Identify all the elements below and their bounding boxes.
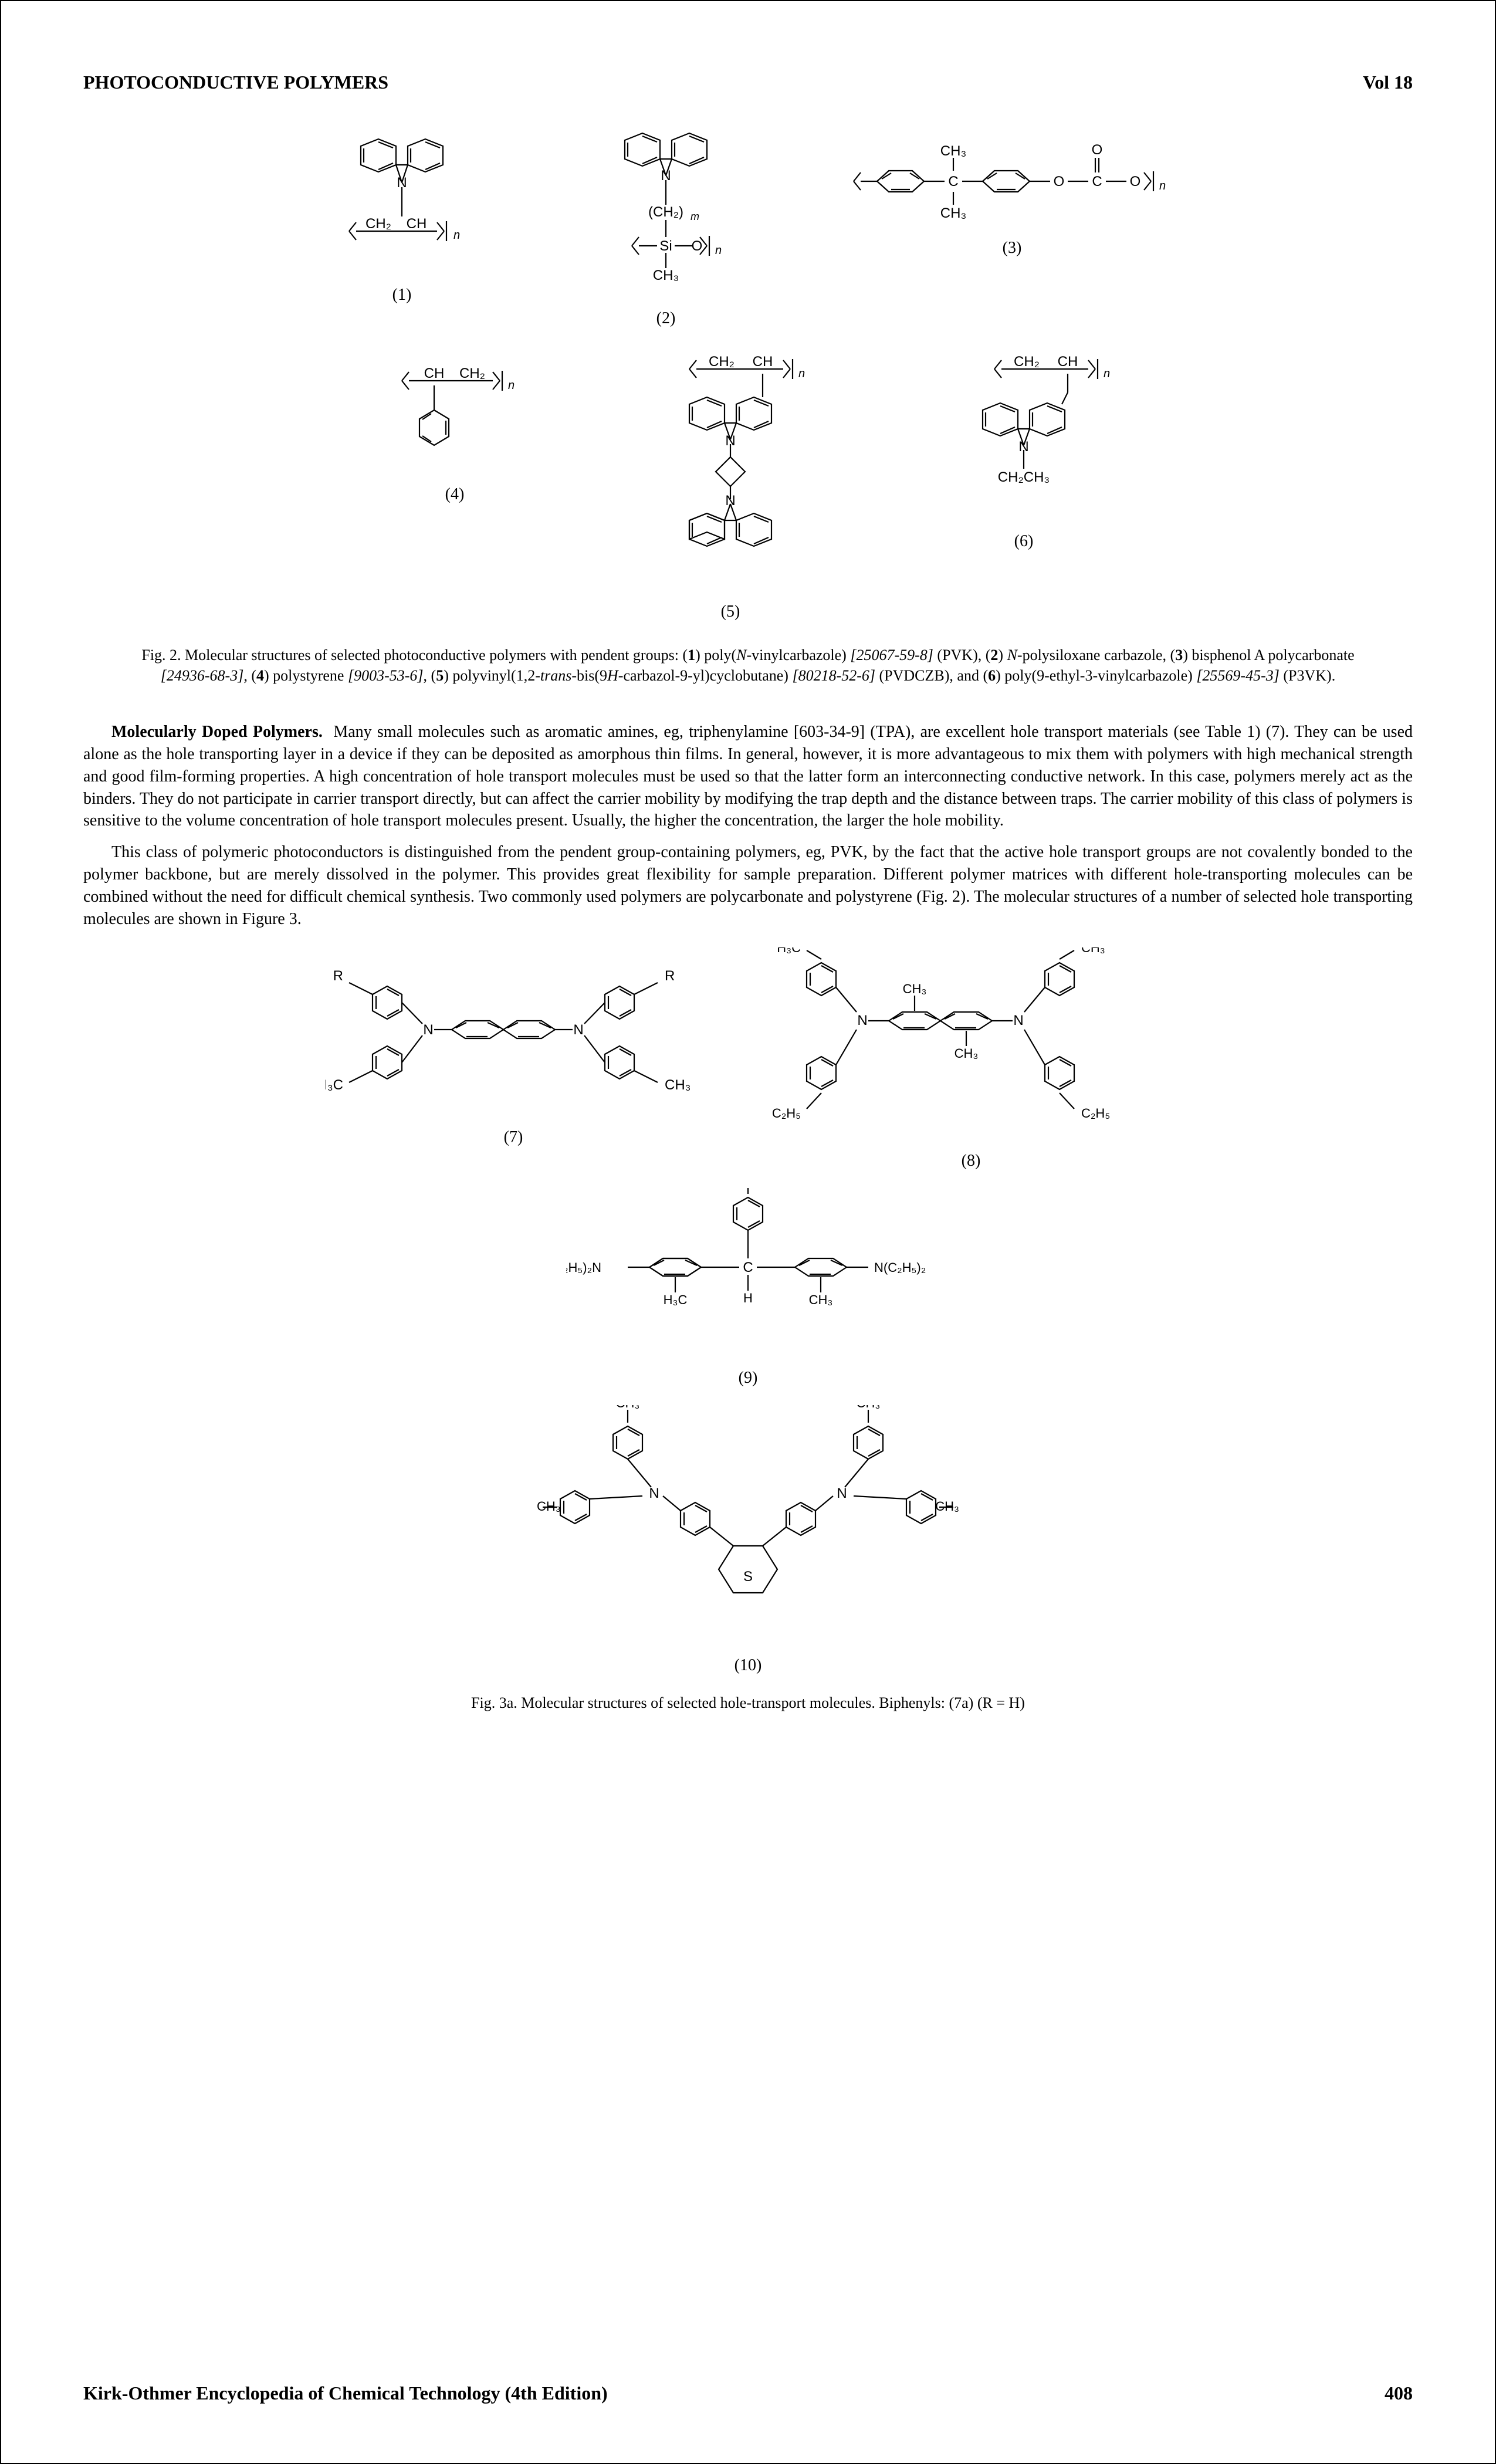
svg-text:(CH₂): (CH₂) <box>648 204 683 220</box>
svg-text:CH₃: CH₃ <box>537 1499 561 1514</box>
svg-text:C: C <box>948 174 958 189</box>
structure-10: CH₃ CH₃ CH₃ CH₃ N N S (10) <box>537 1405 959 1675</box>
svg-text:N: N <box>857 1013 867 1028</box>
fig3-row2: R C H (C₂H₅)₂N N(C₂H₅)₂ H₃C CH₃ (9) <box>83 1188 1413 1387</box>
svg-text:CH: CH <box>424 365 445 381</box>
svg-text:CH₂: CH₂ <box>365 216 391 232</box>
label-8: (8) <box>962 1152 981 1170</box>
svg-text:R: R <box>665 968 675 984</box>
svg-text:CH₃: CH₃ <box>1081 947 1105 955</box>
figure-3: R H₃C N N R CH₃ (7) <box>83 947 1413 1713</box>
svg-text:CH₃: CH₃ <box>903 981 927 996</box>
page-header: PHOTOCONDUCTIVE POLYMERS Vol 18 <box>83 72 1413 93</box>
svg-text:CH₃: CH₃ <box>935 1499 959 1514</box>
svg-text:n: n <box>798 367 805 380</box>
svg-text:R: R <box>333 968 343 984</box>
fig2-row1: N CH₂ CH n (1) <box>83 128 1413 328</box>
svg-text:H: H <box>743 1291 753 1305</box>
header-right: Vol 18 <box>1363 72 1413 93</box>
svg-text:m: m <box>691 211 699 222</box>
structure-4: CH CH₂ n (4) <box>378 351 531 621</box>
svg-text:N: N <box>1018 439 1028 455</box>
svg-text:n: n <box>453 229 460 242</box>
structure-1: N CH₂ CH n (1) <box>320 128 484 328</box>
paragraph-1: Molecularly Doped Polymers. Many small m… <box>83 721 1413 832</box>
svg-text:CH₃: CH₃ <box>809 1292 833 1307</box>
section-runin: Molecularly Doped Polymers. <box>111 723 323 741</box>
svg-text:C₂H₅: C₂H₅ <box>1081 1106 1110 1121</box>
header-left: PHOTOCONDUCTIVE POLYMERS <box>83 72 388 93</box>
label-4: (4) <box>445 485 465 504</box>
label-6: (6) <box>1014 532 1034 551</box>
svg-text:N: N <box>725 493 735 509</box>
fig3-caption: Fig. 3a. Molecular structures of selecte… <box>132 1693 1364 1713</box>
fig3-row1: R H₃C N N R CH₃ (7) <box>83 947 1413 1170</box>
svg-text:C₂H₅: C₂H₅ <box>772 1106 801 1121</box>
label-9: (9) <box>739 1369 758 1387</box>
svg-text:C: C <box>743 1260 753 1275</box>
structure-6: CH₂ CH n N CH₂CH₃ (6) <box>930 351 1118 621</box>
svg-text:CH₂: CH₂ <box>709 354 735 370</box>
svg-text:CH₃: CH₃ <box>653 268 679 283</box>
svg-text:n: n <box>1159 180 1166 192</box>
svg-text:N: N <box>423 1022 433 1038</box>
fig2-row2: CH CH₂ n (4) <box>83 351 1413 621</box>
label-5: (5) <box>721 603 740 621</box>
structure-5: CH₂ CH n N N (5) <box>625 351 836 621</box>
svg-text:CH₃: CH₃ <box>857 1405 881 1410</box>
fig2-caption: Fig. 2. Molecular structures of selected… <box>132 645 1364 686</box>
fig3-row3: CH₃ CH₃ CH₃ CH₃ N N S (10) <box>83 1405 1413 1675</box>
svg-text:N: N <box>837 1485 847 1501</box>
paragraph-2: This class of polymeric photoconductors … <box>83 841 1413 930</box>
svg-text:N(C₂H₅)₂: N(C₂H₅)₂ <box>874 1260 926 1275</box>
svg-text:N: N <box>725 433 735 449</box>
svg-text:H₃C: H₃C <box>777 947 801 955</box>
label-1: (1) <box>392 286 412 304</box>
svg-text:Si: Si <box>659 238 672 254</box>
svg-text:CH₂: CH₂ <box>459 365 485 381</box>
svg-text:O: O <box>1092 142 1103 158</box>
svg-text:H₃C: H₃C <box>326 1077 343 1093</box>
svg-text:H₃C: H₃C <box>664 1292 688 1307</box>
svg-text:O: O <box>692 238 703 254</box>
footer-left: Kirk-Othmer Encyclopedia of Chemical Tec… <box>83 2382 608 2404</box>
structure-9: R C H (C₂H₅)₂N N(C₂H₅)₂ H₃C CH₃ (9) <box>566 1188 930 1387</box>
svg-text:CH: CH <box>1058 354 1078 370</box>
page-footer: Kirk-Othmer Encyclopedia of Chemical Tec… <box>83 2382 1413 2404</box>
svg-text:O: O <box>1130 174 1141 189</box>
svg-text:S: S <box>743 1569 753 1585</box>
structure-7: R H₃C N N R CH₃ (7) <box>326 947 701 1170</box>
label-7: (7) <box>504 1128 523 1147</box>
label-3: (3) <box>1003 239 1022 258</box>
svg-text:CH₂: CH₂ <box>1014 354 1040 370</box>
svg-text:CH₃: CH₃ <box>665 1077 691 1093</box>
structure-2: N (CH₂) m Si O n CH₃ <box>590 128 742 328</box>
footer-right: 408 <box>1385 2382 1413 2404</box>
svg-text:CH₃: CH₃ <box>940 205 966 221</box>
structure-8: H₃C C₂H₅ N CH₃ CH₃ N CH₃ C₂H₅ (8) <box>771 947 1170 1170</box>
svg-text:CH₂CH₃: CH₂CH₃ <box>998 469 1050 485</box>
figure-2: N CH₂ CH n (1) <box>83 128 1413 686</box>
svg-text:N: N <box>661 168 671 184</box>
svg-text:n: n <box>508 379 515 392</box>
svg-text:N: N <box>649 1485 659 1501</box>
label-2: (2) <box>656 309 676 328</box>
structure-3: C CH₃ CH₃ O C O O n (3) <box>848 128 1176 328</box>
svg-text:n: n <box>715 244 722 257</box>
svg-text:CH₃: CH₃ <box>955 1046 979 1061</box>
svg-text:CH₃: CH₃ <box>616 1405 640 1410</box>
svg-text:CH: CH <box>753 354 773 370</box>
svg-text:(C₂H₅)₂N: (C₂H₅)₂N <box>566 1260 601 1275</box>
page: PHOTOCONDUCTIVE POLYMERS Vol 18 <box>0 0 1496 2464</box>
label-10: (10) <box>735 1656 762 1675</box>
svg-text:N: N <box>1013 1013 1023 1028</box>
svg-text:n: n <box>1104 367 1110 380</box>
svg-text:O: O <box>1054 174 1065 189</box>
svg-text:C: C <box>1092 174 1102 189</box>
svg-text:N: N <box>573 1022 583 1038</box>
svg-text:CH₃: CH₃ <box>940 143 966 159</box>
